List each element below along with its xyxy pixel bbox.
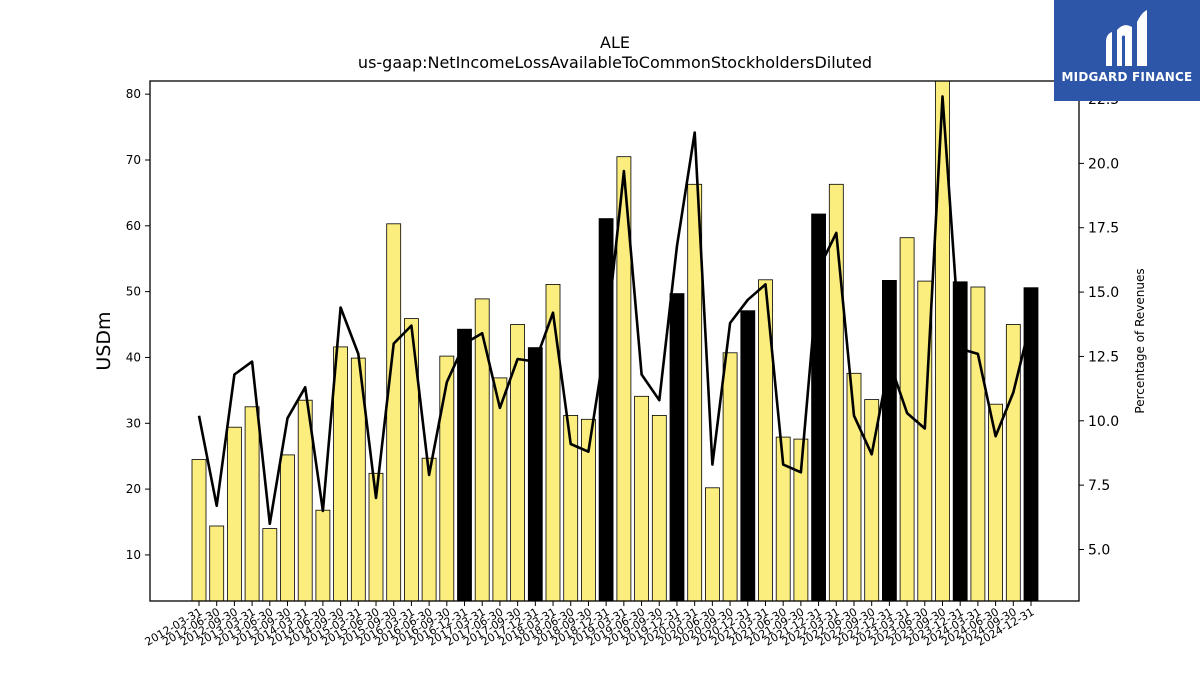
bar-quarter [722,352,738,602]
right-axis-ticks: 5.07.510.012.515.017.520.022.5 [1079,92,1119,559]
y2-tick-label: 15.0 [1088,285,1119,301]
brand-logo: MIDGARD FINANCE [1054,0,1200,101]
bars-group [191,80,1039,602]
y2-tick-label: 20.0 [1088,156,1119,172]
bar-quarter [970,286,986,602]
y2-tick-label: 5.0 [1088,543,1110,559]
brand-mark-icon [1106,10,1147,66]
y2-tick-label: 10.0 [1088,414,1119,430]
bar-quarter [262,528,278,602]
bar-annual [952,281,968,602]
bar-quarter [439,355,455,602]
bar-quarter [899,237,915,602]
bar-quarter [191,459,207,602]
bar-quarter [510,324,526,602]
bar-annual [669,293,685,602]
y2-tick-label: 17.5 [1088,221,1119,237]
x-axis-ticks: 2012-03-312012-06-302012-09-302013-03-31… [143,601,1037,649]
brand-name: MIDGARD FINANCE [1061,70,1193,84]
bar-quarter [280,454,295,602]
y-axis-label: USDm [93,311,115,370]
y-tick-label: 30 [126,416,141,430]
y2-tick-label: 12.5 [1088,349,1119,365]
bar-quarter [705,487,720,602]
y-tick-label: 40 [126,350,141,364]
bar-annual [527,347,543,602]
bar-annual [1023,287,1039,602]
bar-annual [457,328,472,602]
bar-quarter [474,298,490,602]
bar-annual [598,218,614,602]
bar-quarter [1005,324,1021,602]
percentage-line [197,95,1033,526]
bar-quarter [244,406,260,602]
y-tick-label: 70 [126,153,141,167]
bar-quarter [545,283,561,602]
bar-quarter [209,525,225,602]
bar-quarter [828,183,844,602]
bar-quarter [226,426,242,602]
bar-quarter [315,509,331,602]
y-tick-label: 60 [126,219,141,233]
bar-quarter [386,223,402,602]
bar-annual [882,279,897,602]
y2-tick-label: 7.5 [1088,478,1110,494]
y-tick-label: 80 [126,87,141,101]
bar-quarter [651,414,667,602]
y-tick-label: 10 [126,548,141,562]
y2-axis-label: Percentage of Revenues [1133,268,1147,413]
bar-quarter [421,457,437,602]
bar-quarter [634,395,649,602]
plot-frame [149,80,1080,602]
y-tick-label: 50 [126,285,141,299]
y-tick-label: 20 [126,482,141,496]
bar-quarter [333,346,349,602]
left-axis-ticks: 10 20 30 40 50 60 70 80 [126,87,150,562]
chart-subtitle: us-gaap:NetIncomeLossAvailableToCommonSt… [358,53,872,72]
bar-annual [740,310,756,602]
chart-title: ALE [600,33,630,52]
bar-quarter [492,377,508,602]
